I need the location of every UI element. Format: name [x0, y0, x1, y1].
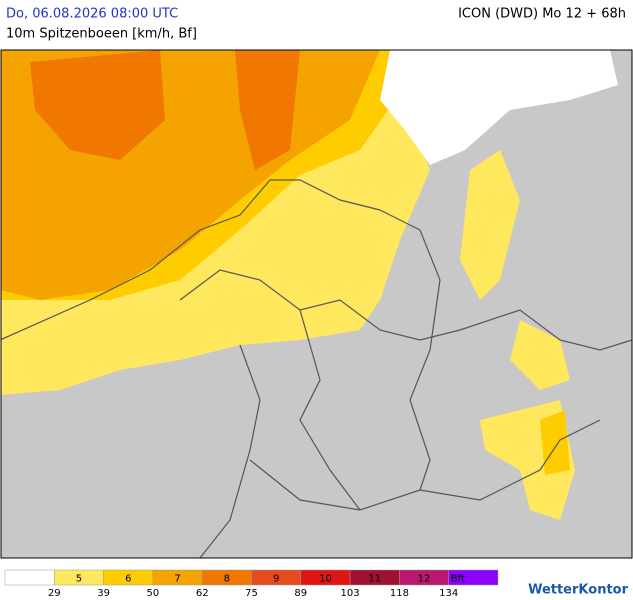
legend-label: 10	[319, 574, 332, 585]
legend-label: 5	[76, 574, 82, 585]
legend-label: 7	[174, 574, 180, 585]
threshold-label: 50	[147, 588, 160, 599]
threshold-label: 29	[48, 588, 61, 599]
threshold-label: 75	[245, 588, 258, 599]
legend-label: 11	[368, 574, 381, 585]
legend-swatch	[448, 569, 499, 586]
legend-label: 9	[273, 574, 279, 585]
legend-label: 12	[418, 574, 431, 585]
threshold-label: 62	[196, 588, 209, 599]
legend-label: 8	[224, 574, 230, 585]
legend-label: Bft	[451, 574, 465, 585]
subtitle: 10m Spitzenboeen [km/h, Bf]	[6, 27, 197, 42]
brand: WetterKontor	[528, 583, 629, 598]
threshold-label: 118	[390, 588, 409, 599]
threshold-label: 89	[294, 588, 307, 599]
map	[1, 50, 632, 558]
threshold-label: 103	[341, 588, 360, 599]
map-frame	[0, 49, 633, 559]
threshold-label: 39	[97, 588, 110, 599]
legend-swatch	[4, 569, 55, 586]
threshold-label: 134	[439, 588, 458, 599]
datetime: Do, 06.08.2026 08:00 UTC	[6, 7, 178, 22]
legend-label: 6	[125, 574, 131, 585]
model-run: ICON (DWD) Mo 12 + 68h	[458, 7, 626, 22]
